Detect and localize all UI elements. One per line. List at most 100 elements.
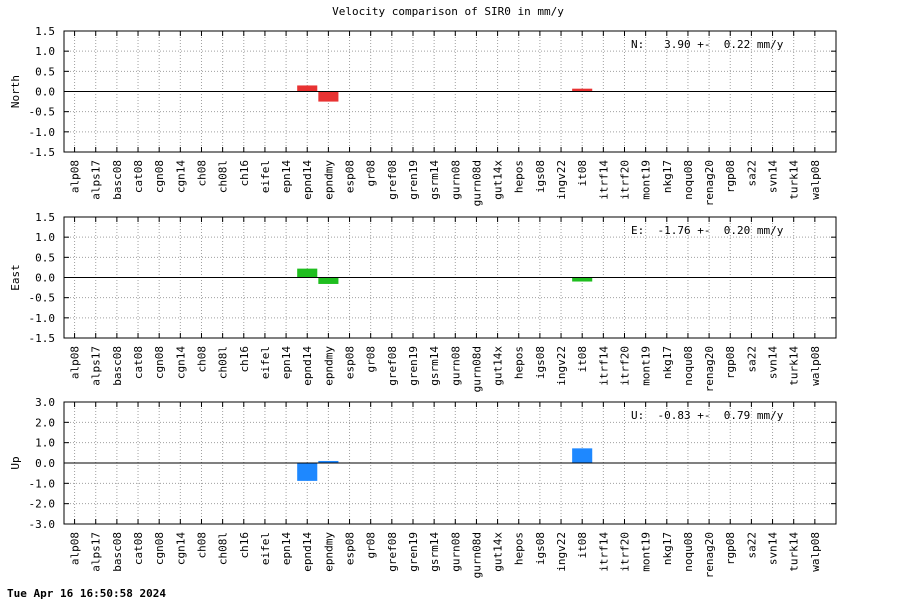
category-label: epn14 bbox=[280, 532, 293, 565]
y-tick-label: -2.0 bbox=[29, 498, 56, 511]
category-label: epndmy bbox=[322, 160, 335, 200]
category-label: eifel bbox=[259, 160, 272, 193]
category-label: noqu08 bbox=[682, 346, 695, 386]
bar-epnd14 bbox=[297, 463, 318, 481]
category-label: hepos bbox=[513, 160, 526, 193]
y-tick-label: -0.5 bbox=[29, 106, 56, 119]
category-label: alp08 bbox=[69, 346, 82, 379]
y-tick-label: 0.0 bbox=[35, 86, 55, 99]
category-label: walp08 bbox=[809, 160, 822, 200]
category-label: cgn14 bbox=[174, 346, 187, 379]
category-label: rgp08 bbox=[724, 346, 737, 379]
category-label: gurn08d bbox=[470, 532, 483, 578]
y-tick-label: -1.0 bbox=[29, 126, 56, 139]
category-label: epndmy bbox=[322, 346, 335, 386]
category-label: ch08l bbox=[217, 346, 230, 379]
category-label: sa22 bbox=[745, 160, 758, 187]
category-label: mont19 bbox=[640, 532, 653, 572]
category-label: itrf14 bbox=[597, 346, 610, 386]
category-label: gr08 bbox=[365, 160, 378, 187]
category-label: igs08 bbox=[534, 346, 547, 379]
category-label: basc08 bbox=[111, 160, 124, 200]
bar-epndmy bbox=[318, 277, 339, 284]
category-label: nkg17 bbox=[661, 532, 674, 565]
category-label: itrf20 bbox=[618, 160, 631, 200]
y-tick-label: 0.5 bbox=[35, 65, 55, 78]
y-axis-label: Up bbox=[9, 456, 22, 469]
category-label: svn14 bbox=[767, 346, 780, 379]
category-label: renag20 bbox=[703, 532, 716, 578]
category-label: turk14 bbox=[788, 346, 801, 386]
category-label: ingv22 bbox=[555, 346, 568, 386]
bar-epnd14 bbox=[297, 85, 318, 92]
y-tick-label: -1.5 bbox=[29, 332, 56, 345]
page-title: Velocity comparison of SIR0 in mm/y bbox=[332, 5, 564, 18]
category-label: gut14x bbox=[492, 160, 505, 200]
category-label: gref08 bbox=[386, 532, 399, 572]
category-label: it08 bbox=[576, 160, 589, 187]
category-label: mont19 bbox=[640, 346, 653, 386]
y-tick-label: 1.0 bbox=[35, 231, 55, 244]
category-label: cgn08 bbox=[153, 346, 166, 379]
y-tick-label: 0.0 bbox=[35, 457, 55, 470]
plot-frame bbox=[63, 216, 837, 339]
category-label: gren19 bbox=[407, 532, 420, 572]
category-label: gren19 bbox=[407, 160, 420, 200]
category-label: rgp08 bbox=[724, 160, 737, 193]
category-label: cgn08 bbox=[153, 532, 166, 565]
category-label: gurn08 bbox=[449, 346, 462, 386]
stat-annotation: N: 3.90 +- 0.22 mm/y bbox=[631, 38, 784, 51]
category-label: alps17 bbox=[90, 346, 103, 386]
bar-it08 bbox=[572, 277, 593, 282]
category-label: epnd14 bbox=[301, 160, 314, 200]
category-label: it08 bbox=[576, 532, 589, 559]
category-label: cat08 bbox=[132, 346, 145, 379]
category-label: itrf20 bbox=[618, 346, 631, 386]
category-label: ingv22 bbox=[555, 532, 568, 572]
stat-annotation: E: -1.76 +- 0.20 mm/y bbox=[631, 224, 784, 237]
category-label: gurn08d bbox=[470, 160, 483, 206]
y-tick-label: 1.0 bbox=[35, 437, 55, 450]
category-label: basc08 bbox=[111, 346, 124, 386]
y-tick-label: -1.5 bbox=[29, 146, 56, 159]
category-label: walp08 bbox=[809, 346, 822, 386]
category-label: igs08 bbox=[534, 532, 547, 565]
category-label: ch16 bbox=[238, 532, 251, 559]
category-label: hepos bbox=[513, 346, 526, 379]
category-label: svn14 bbox=[767, 532, 780, 565]
category-label: rgp08 bbox=[724, 532, 737, 565]
category-label: sa22 bbox=[745, 346, 758, 373]
category-label: svn14 bbox=[767, 160, 780, 193]
category-label: noqu08 bbox=[682, 532, 695, 572]
category-label: nkg17 bbox=[661, 160, 674, 193]
y-tick-label: 2.0 bbox=[35, 416, 55, 429]
y-tick-label: 0.5 bbox=[35, 251, 55, 264]
category-label: turk14 bbox=[788, 532, 801, 572]
y-tick-label: -0.5 bbox=[29, 292, 56, 305]
category-label: ingv22 bbox=[555, 160, 568, 200]
category-label: cgn14 bbox=[174, 160, 187, 193]
category-label: gsrm14 bbox=[428, 532, 441, 572]
bar-epndmy bbox=[318, 91, 339, 102]
category-label: ch08l bbox=[217, 160, 230, 193]
category-label: walp08 bbox=[809, 532, 822, 572]
category-label: renag20 bbox=[703, 160, 716, 206]
category-label: turk14 bbox=[788, 160, 801, 200]
category-label: gren19 bbox=[407, 346, 420, 386]
category-label: eifel bbox=[259, 346, 272, 379]
category-label: ch08 bbox=[195, 532, 208, 559]
category-label: alps17 bbox=[90, 160, 103, 200]
y-tick-label: 1.5 bbox=[35, 25, 55, 38]
category-label: nkg17 bbox=[661, 346, 674, 379]
y-tick-label: -3.0 bbox=[29, 518, 56, 531]
category-label: gut14x bbox=[492, 532, 505, 572]
category-label: gref08 bbox=[386, 346, 399, 386]
category-label: epnd14 bbox=[301, 346, 314, 386]
category-label: basc08 bbox=[111, 532, 124, 572]
category-label: itrf20 bbox=[618, 532, 631, 572]
category-label: epnd14 bbox=[301, 532, 314, 572]
category-label: esp08 bbox=[344, 532, 357, 565]
y-axis-label: North bbox=[9, 75, 22, 108]
category-label: gut14x bbox=[492, 346, 505, 386]
